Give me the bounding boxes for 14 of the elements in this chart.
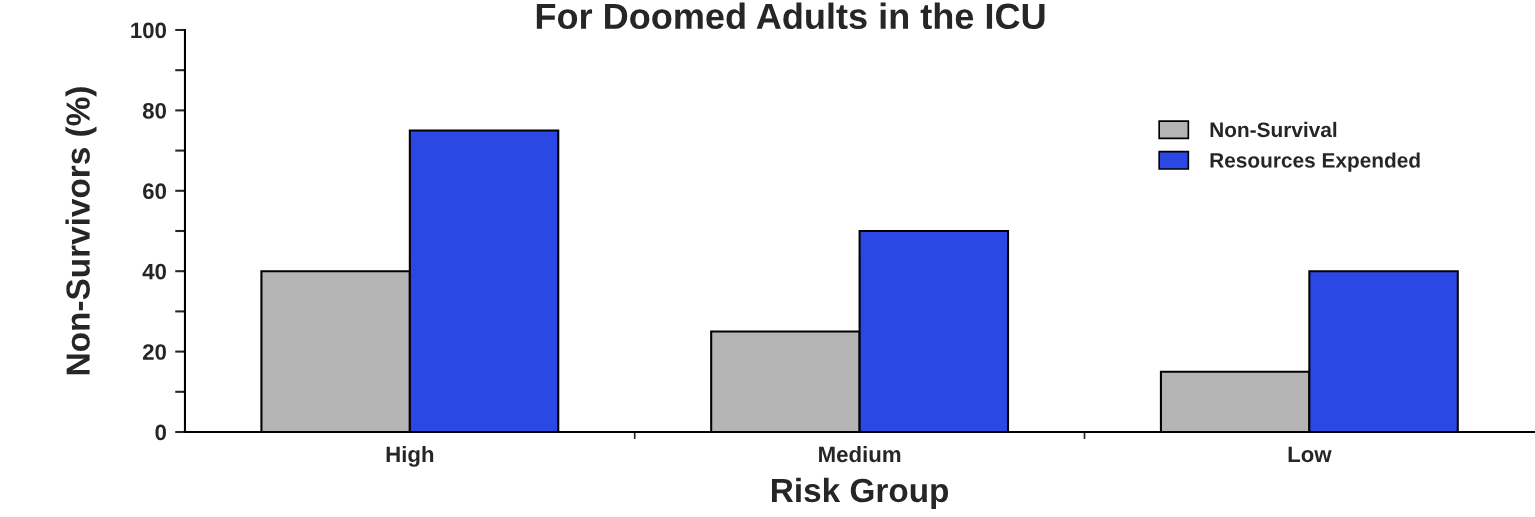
y-tick-label: 20: [142, 344, 166, 360]
x-tick-label: Medium: [819, 445, 901, 463]
x-tick-label: High: [386, 445, 434, 467]
legend-label: Non-Survival: [1210, 121, 1337, 138]
y-tick-label: 0: [155, 424, 166, 441]
x-tick-label: Low: [1288, 446, 1332, 463]
y-axis-title: Non-Survivors (%): [65, 87, 97, 375]
y-tick-label: 40: [142, 263, 166, 280]
x-axis-title: Risk Group: [772, 477, 949, 509]
legend-label: Resources Expended: [1210, 152, 1420, 172]
y-tick-label: 80: [142, 102, 166, 119]
chart-title: For Doomed Adults in the ICU: [536, 2, 1045, 30]
y-tick-label: 100: [131, 22, 166, 39]
y-tick-label: 60: [143, 183, 166, 200]
